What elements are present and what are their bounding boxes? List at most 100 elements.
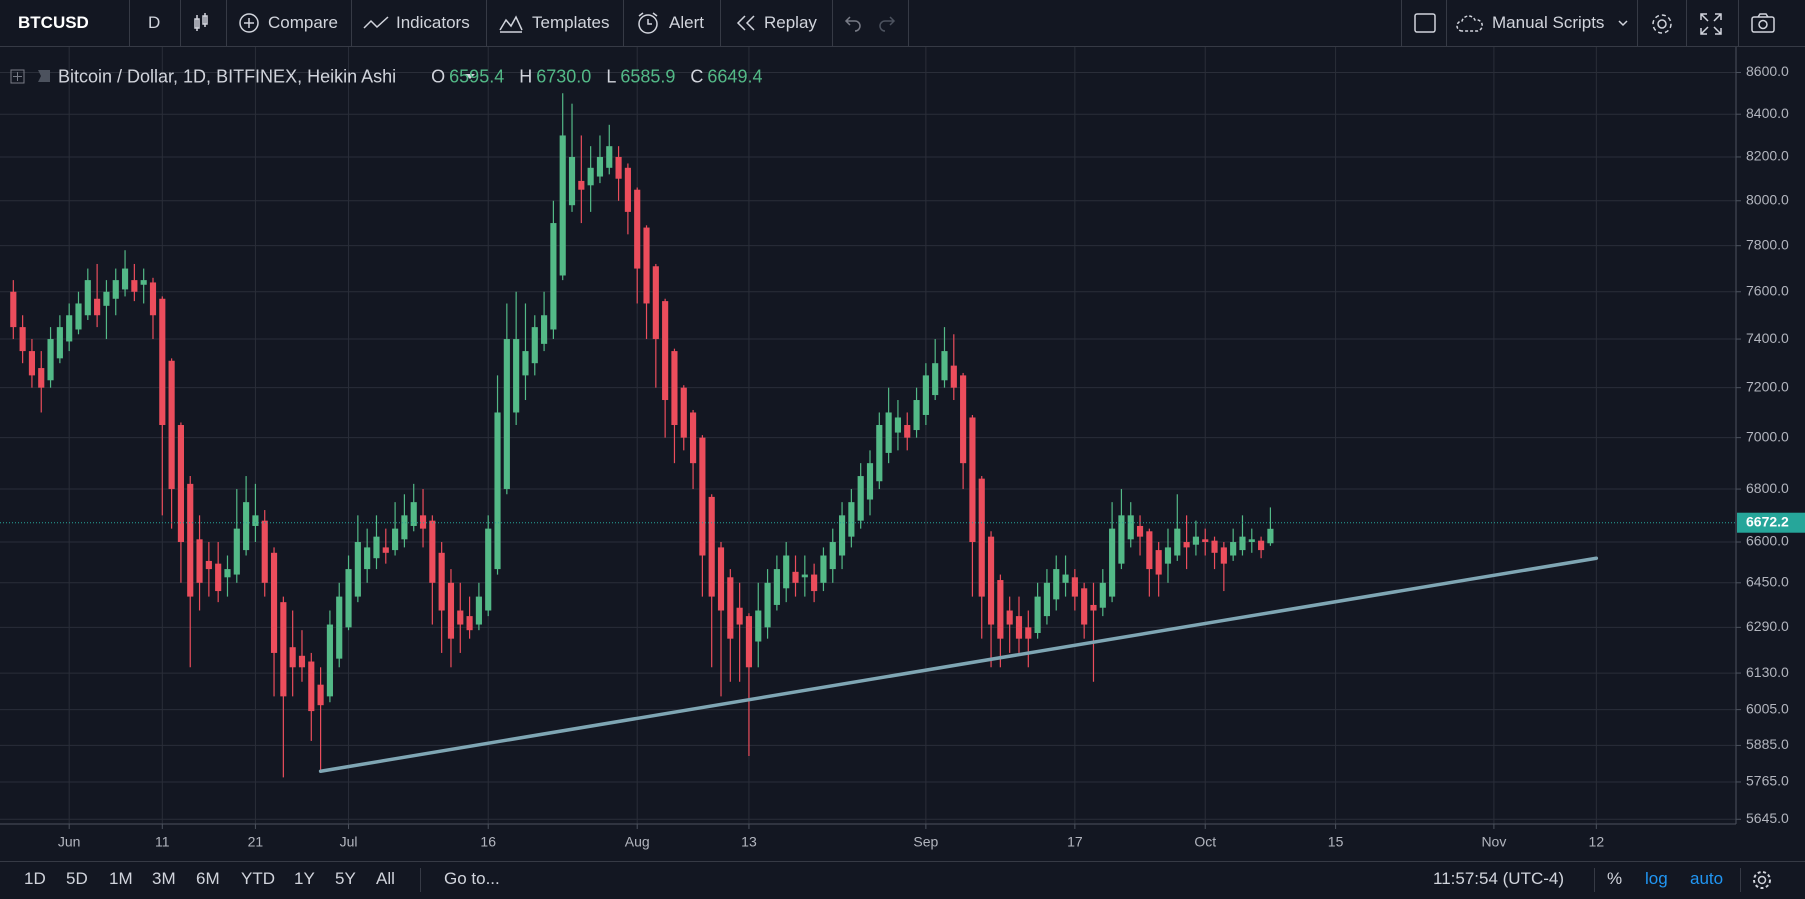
candle-body xyxy=(131,280,138,292)
candle-body xyxy=(708,496,715,597)
candle-body xyxy=(364,547,371,570)
legend-value: 6585.9 xyxy=(620,66,676,87)
candle-body xyxy=(252,515,259,526)
separator xyxy=(486,0,487,46)
fullscreen-icon[interactable] xyxy=(1699,12,1723,36)
indicators[interactable]: Indicators xyxy=(396,13,470,32)
candle-body xyxy=(801,574,808,578)
candle-body xyxy=(373,536,380,559)
candle-body xyxy=(140,280,147,285)
range-button[interactable]: 1M xyxy=(109,869,133,888)
snapshot-icon[interactable] xyxy=(1750,12,1776,34)
indicators-icon[interactable] xyxy=(362,13,390,33)
candle-body xyxy=(159,298,166,426)
candle-body xyxy=(541,315,548,344)
y-tick-label: 5765.0 xyxy=(1746,773,1789,789)
alert[interactable]: Alert xyxy=(669,13,704,32)
candle-body xyxy=(224,569,231,578)
separator xyxy=(1740,868,1741,892)
candle-body xyxy=(1015,616,1023,639)
candle-body xyxy=(1164,547,1172,564)
legend-dropdown[interactable] xyxy=(465,74,475,79)
x-tick-label: Sep xyxy=(913,834,938,850)
range-button[interactable]: All xyxy=(376,869,395,888)
compare-icon[interactable] xyxy=(238,12,260,34)
candle-body xyxy=(94,298,101,316)
range-button[interactable]: 1Y xyxy=(294,869,315,888)
x-tick-label: 21 xyxy=(248,834,264,850)
range-button[interactable]: 5Y xyxy=(335,869,356,888)
replay-icon[interactable] xyxy=(735,14,757,32)
candle-body xyxy=(1081,588,1088,625)
candle-body xyxy=(680,387,687,438)
settings-icon[interactable] xyxy=(1751,869,1773,891)
separator xyxy=(180,0,181,46)
candles xyxy=(0,93,1736,778)
go-to[interactable]: Go to... xyxy=(444,869,500,888)
candle-body xyxy=(978,478,985,597)
candle-body xyxy=(755,610,762,642)
candle-body xyxy=(652,266,659,340)
x-tick-label: 12 xyxy=(1589,834,1605,850)
y-tick-label: 6800.0 xyxy=(1746,480,1789,496)
range-button[interactable]: 6M xyxy=(196,869,220,888)
layout-icon[interactable] xyxy=(1413,12,1437,34)
settings-icon[interactable] xyxy=(1649,11,1675,37)
candle-body xyxy=(671,351,678,426)
legend-toggle-icon[interactable] xyxy=(10,69,25,84)
candle-body xyxy=(550,223,557,330)
candle-body xyxy=(1239,536,1246,551)
range-button[interactable]: YTD xyxy=(241,869,275,888)
interval[interactable]: D xyxy=(148,13,161,32)
x-tick-label: Jun xyxy=(58,834,81,850)
candle-body xyxy=(457,610,464,625)
y-tick-label: 5885.0 xyxy=(1746,736,1789,752)
separator xyxy=(1594,868,1595,892)
log-toggle[interactable]: log xyxy=(1645,869,1668,888)
candle-body xyxy=(838,515,846,556)
alert-icon[interactable] xyxy=(636,11,662,35)
candle-body xyxy=(1043,582,1050,617)
candle-body xyxy=(559,135,566,276)
candle-body xyxy=(820,555,827,583)
candle-body xyxy=(317,684,324,706)
compare[interactable]: Compare xyxy=(268,13,338,32)
x-tick-label: 11 xyxy=(155,834,170,850)
candle-body xyxy=(1211,540,1218,553)
cloud-icon[interactable] xyxy=(1455,12,1487,34)
percent-toggle[interactable]: % xyxy=(1607,869,1623,888)
templates[interactable]: Templates xyxy=(532,13,610,32)
legend-flag-icon[interactable] xyxy=(38,70,50,82)
replay[interactable]: Replay xyxy=(764,13,817,32)
candle-body xyxy=(690,412,697,464)
candle-body xyxy=(66,315,73,342)
separator xyxy=(1446,0,1447,46)
candle-body xyxy=(308,661,315,712)
separator xyxy=(832,0,833,46)
last-price-label: 6672.2 xyxy=(1746,513,1789,529)
auto-toggle[interactable]: auto xyxy=(1690,869,1724,888)
candle-body xyxy=(578,180,585,190)
candle-body xyxy=(866,463,874,500)
chart-type-icon[interactable] xyxy=(192,11,212,35)
range-button[interactable]: 1D xyxy=(24,869,46,888)
range-button[interactable]: 3M xyxy=(152,869,176,888)
templates-icon[interactable] xyxy=(498,12,524,34)
undo-redo-icons[interactable] xyxy=(842,13,902,33)
symbol[interactable]: BTCUSD xyxy=(18,13,89,32)
candle-body xyxy=(392,528,399,551)
candle-body xyxy=(624,167,631,212)
y-tick-label: 7200.0 xyxy=(1746,378,1789,394)
candle-body xyxy=(1202,539,1209,543)
candle-body xyxy=(950,365,957,388)
candle-body xyxy=(513,339,520,413)
legend-value: 6649.4 xyxy=(707,66,763,87)
candle-body xyxy=(19,327,26,352)
separator xyxy=(623,0,624,46)
candle-body xyxy=(634,189,641,269)
candle-body xyxy=(1267,528,1274,544)
range-button[interactable]: 5D xyxy=(66,869,88,888)
dropdown-icon[interactable] xyxy=(1617,18,1629,28)
manual-scripts[interactable]: Manual Scripts xyxy=(1492,13,1605,32)
candle-body xyxy=(811,574,818,592)
